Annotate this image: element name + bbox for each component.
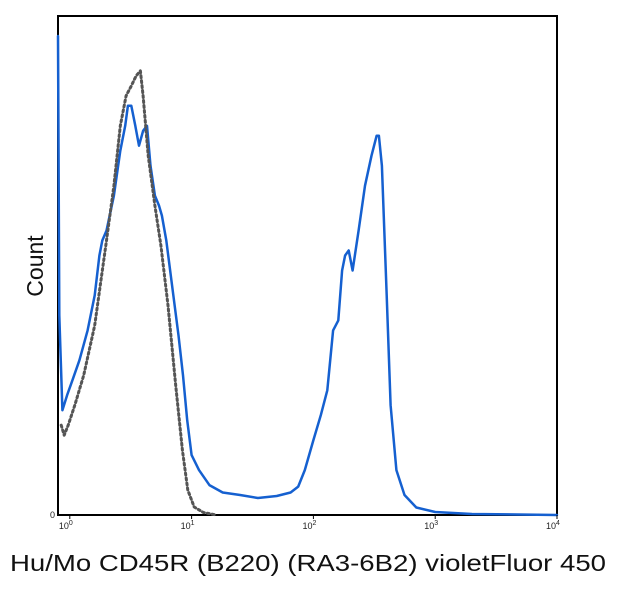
plot-frame — [57, 15, 558, 516]
x-tick-label: 104 — [546, 520, 560, 531]
y-axis-label: Count — [22, 235, 48, 297]
x-tick-label: 102 — [302, 520, 316, 531]
histogram-curve-2 — [59, 69, 218, 517]
x-axis-label: Hu/Mo CD45R (B220) (RA3-6B2) violetFluor… — [10, 550, 606, 576]
x-tick-label: 103 — [424, 520, 438, 531]
y-axis-ticks: 0 — [50, 510, 55, 520]
x-tick-label: 100 — [59, 520, 73, 531]
y-tick-label: 0 — [50, 510, 55, 520]
histogram-curves — [56, 34, 559, 517]
x-axis-ticks: 100 101 102 103 104 — [59, 515, 560, 531]
x-tick-label: 101 — [181, 520, 195, 531]
